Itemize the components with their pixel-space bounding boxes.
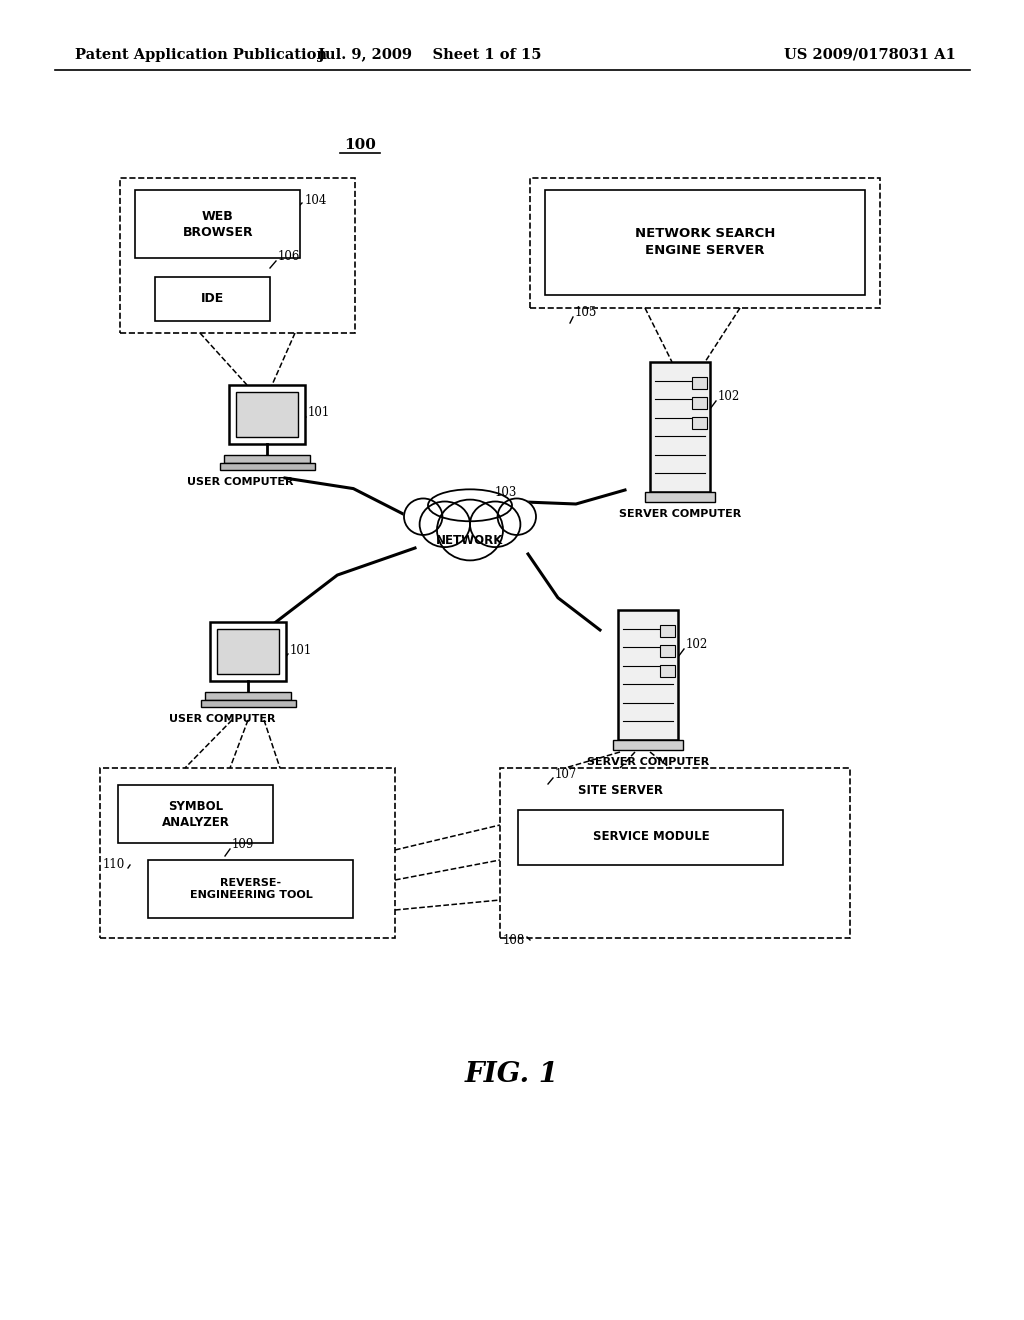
Text: 110: 110 [103, 858, 125, 871]
Bar [660, 624, 675, 638]
Text: 103: 103 [495, 486, 517, 499]
Bar [518, 810, 783, 865]
Text: REVERSE-
ENGINEERING TOOL: REVERSE- ENGINEERING TOOL [189, 878, 312, 900]
Bar [545, 190, 865, 294]
Bar [692, 378, 707, 389]
Text: USER COMPUTER: USER COMPUTER [169, 714, 275, 723]
Text: 101: 101 [290, 644, 312, 656]
Bar [217, 628, 280, 675]
Text: 107: 107 [555, 767, 578, 780]
Bar [210, 622, 286, 681]
Bar [500, 768, 850, 939]
Bar [660, 645, 675, 657]
Text: Patent Application Publication: Patent Application Publication [75, 48, 327, 62]
Bar [205, 692, 291, 700]
Text: 105: 105 [575, 306, 597, 319]
Text: 106: 106 [278, 251, 300, 264]
Text: 104: 104 [305, 194, 328, 206]
Bar [135, 190, 300, 257]
Text: NETWORK SEARCH
ENGINE SERVER: NETWORK SEARCH ENGINE SERVER [635, 227, 775, 257]
Text: SERVICE MODULE: SERVICE MODULE [593, 830, 710, 843]
Bar [613, 741, 683, 750]
Text: SERVER COMPUTER: SERVER COMPUTER [618, 510, 741, 519]
Text: 109: 109 [232, 838, 254, 851]
Bar [692, 397, 707, 409]
Text: USER COMPUTER: USER COMPUTER [186, 477, 293, 487]
Bar [530, 178, 880, 308]
Text: 108: 108 [503, 933, 525, 946]
Bar [148, 861, 353, 917]
Ellipse shape [498, 499, 536, 535]
Bar [229, 385, 305, 444]
Text: US 2009/0178031 A1: US 2009/0178031 A1 [784, 48, 956, 62]
Bar [645, 492, 715, 502]
Text: NETWORK: NETWORK [436, 533, 504, 546]
Bar [118, 785, 273, 843]
Bar [692, 417, 707, 429]
Text: FIG. 1: FIG. 1 [465, 1061, 559, 1089]
Ellipse shape [404, 499, 442, 535]
Bar [660, 665, 675, 677]
Text: 102: 102 [718, 391, 740, 404]
Ellipse shape [470, 502, 520, 546]
Text: 102: 102 [686, 639, 709, 652]
Bar [224, 455, 309, 463]
Bar [100, 768, 395, 939]
Bar [201, 700, 296, 706]
Text: SYMBOL
ANALYZER: SYMBOL ANALYZER [162, 800, 230, 829]
Bar [219, 463, 314, 470]
Text: SITE SERVER: SITE SERVER [578, 784, 663, 796]
Bar [155, 277, 270, 321]
Text: 101: 101 [308, 407, 331, 420]
Text: WEB
BROWSER: WEB BROWSER [182, 210, 253, 239]
Bar [618, 610, 678, 741]
Text: Jul. 9, 2009    Sheet 1 of 15: Jul. 9, 2009 Sheet 1 of 15 [318, 48, 542, 62]
Bar [120, 178, 355, 333]
Ellipse shape [428, 490, 512, 521]
Bar [650, 362, 710, 492]
Text: IDE: IDE [202, 293, 224, 305]
Ellipse shape [420, 502, 470, 546]
Bar [236, 392, 298, 437]
Text: SERVER COMPUTER: SERVER COMPUTER [587, 756, 710, 767]
Text: 100: 100 [344, 139, 376, 152]
Ellipse shape [437, 499, 503, 561]
